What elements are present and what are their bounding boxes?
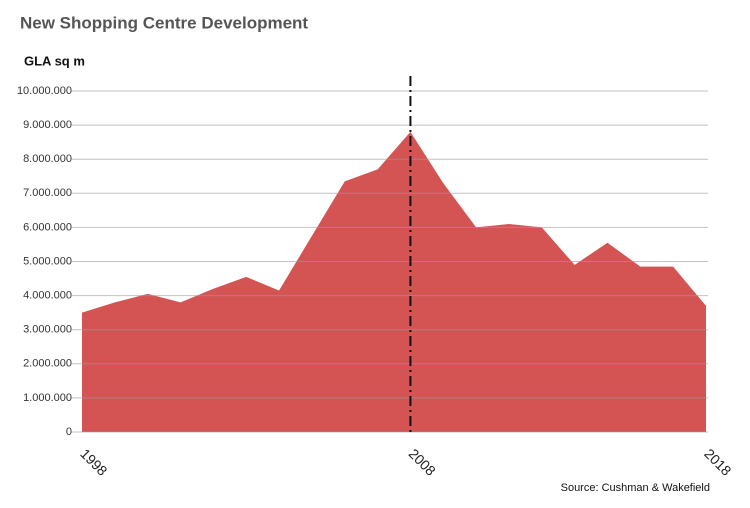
chart-title: New Shopping Centre Development (20, 13, 308, 32)
y-tick-label: 2.000.000 (23, 358, 72, 370)
y-tick-label: 8.000.000 (23, 153, 72, 165)
y-tick-label: 1.000.000 (23, 392, 72, 404)
y-tick-label: 7.000.000 (23, 187, 72, 199)
source: Source: Cushman & Wakefield (561, 482, 710, 494)
y-tick-label: 4.000.000 (23, 290, 72, 302)
y-tick-label: 0 (66, 426, 72, 438)
y-axis-label: GLA sq m (24, 53, 85, 68)
y-tick-label: 5.000.000 (23, 255, 72, 267)
area (82, 131, 706, 433)
y-tick-label: 3.000.000 (23, 324, 72, 336)
y-tick-label: 10.000.000 (17, 85, 72, 97)
y-tick-label: 9.000.000 (23, 119, 72, 131)
y-tick-label: 6.000.000 (23, 221, 72, 233)
x-tick-label: 2008 (406, 445, 439, 478)
x-tick-label: 1998 (77, 445, 110, 478)
x-tick-label: 2018 (701, 445, 734, 478)
